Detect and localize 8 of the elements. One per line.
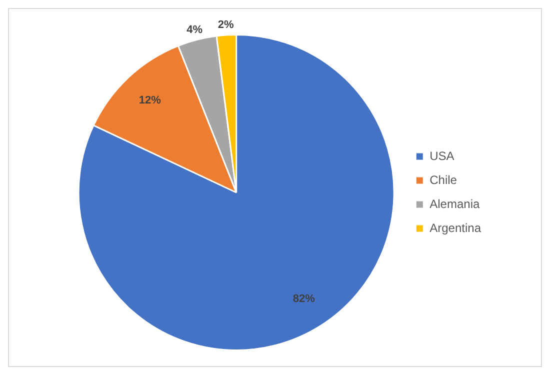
data-label: 4% — [186, 24, 203, 36]
legend-label: Alemania — [430, 196, 480, 211]
data-label: 82% — [292, 293, 316, 306]
legend-label: USA — [430, 148, 454, 163]
legend-label: Argentina — [430, 220, 482, 235]
legend-label: Chile — [430, 172, 458, 187]
data-label: 2% — [218, 19, 234, 32]
data-label: 12% — [138, 94, 162, 107]
